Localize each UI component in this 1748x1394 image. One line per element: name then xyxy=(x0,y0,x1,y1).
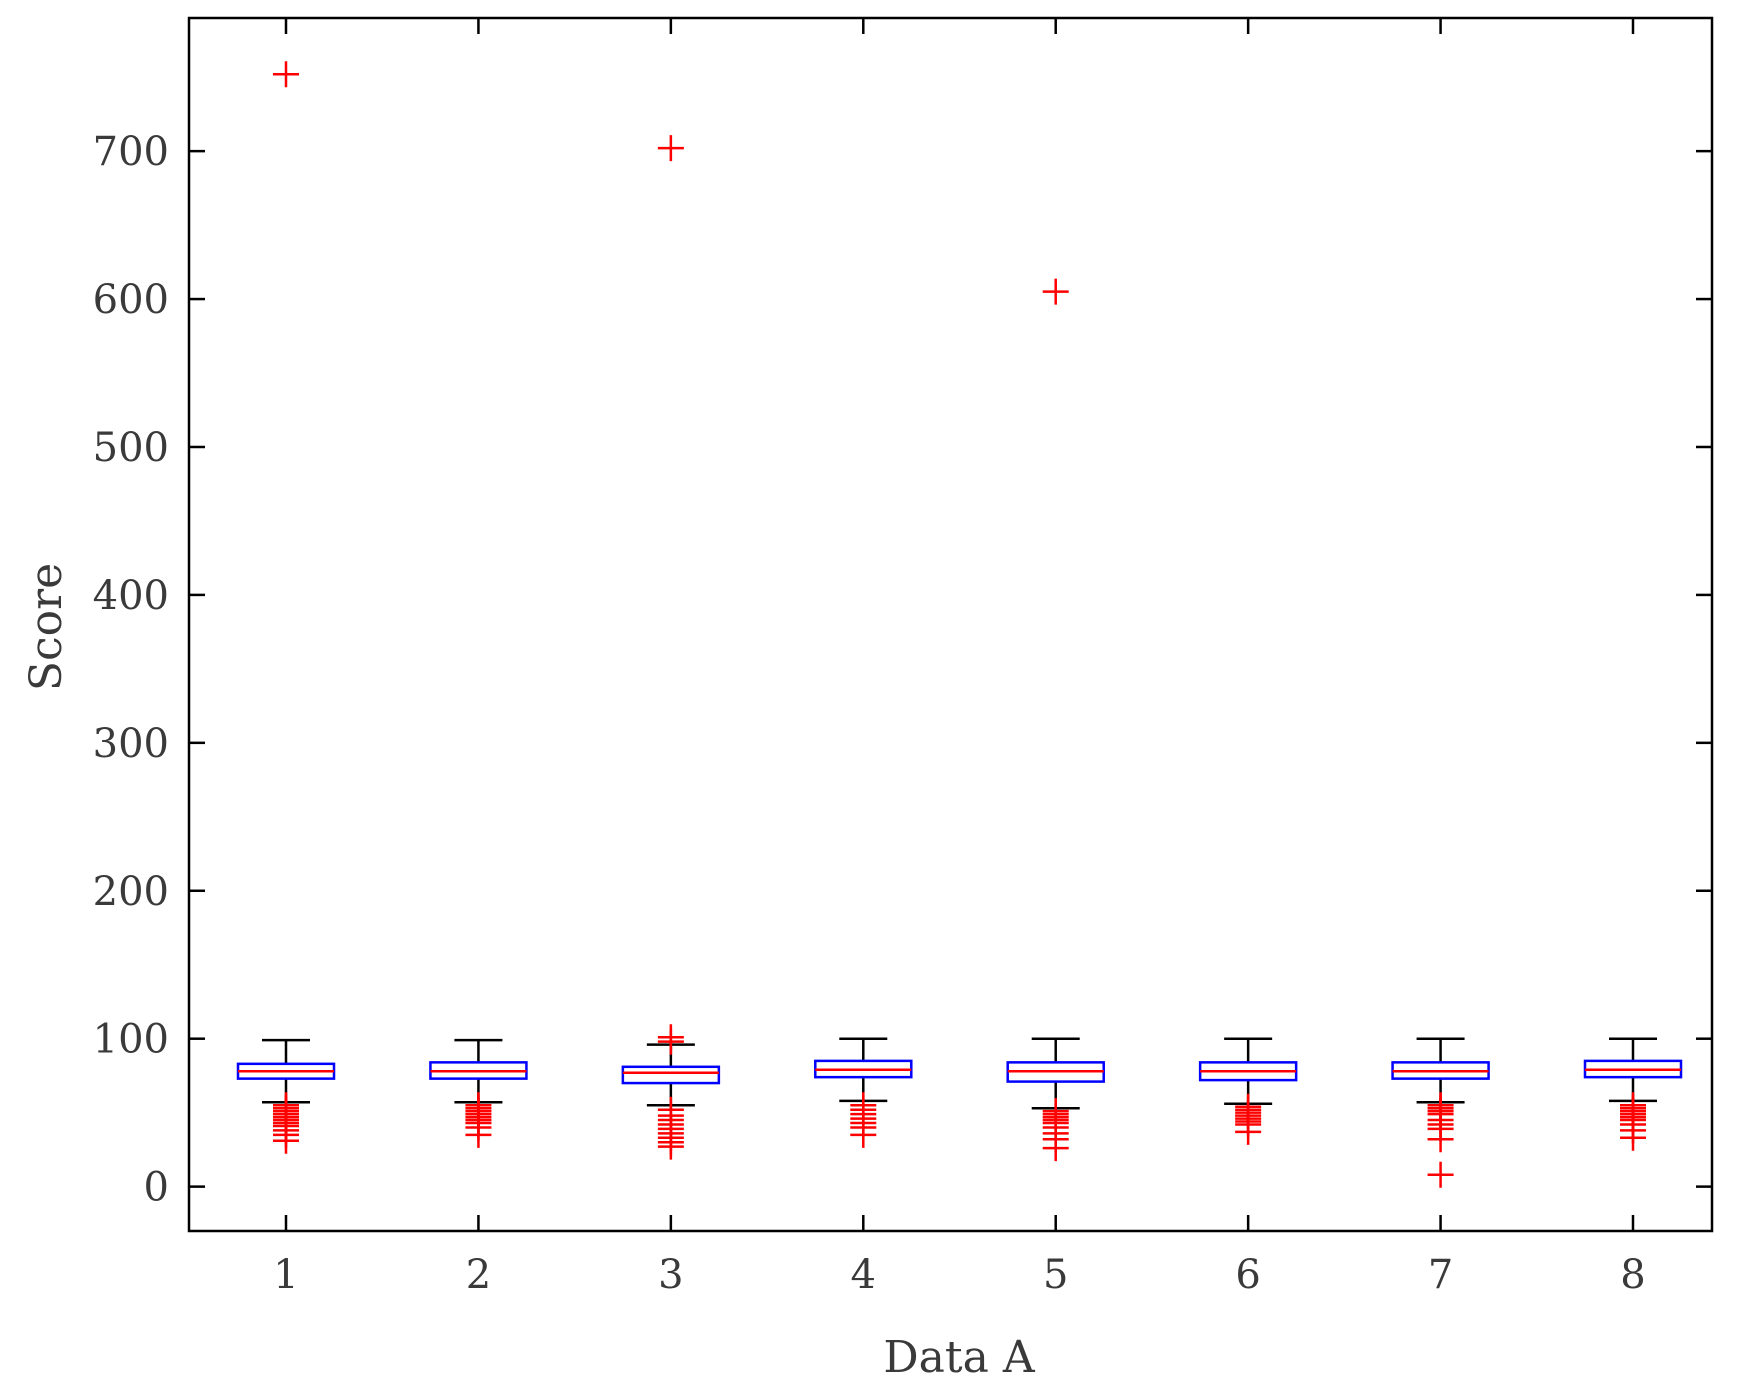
x-tick-label: 7 xyxy=(1428,1252,1453,1298)
plot-area xyxy=(187,16,1714,1233)
x-tick-label: 4 xyxy=(851,1252,876,1298)
outlier-marker xyxy=(273,1127,299,1154)
box-group-4 xyxy=(814,1037,913,1148)
box-group-8 xyxy=(1583,1037,1683,1151)
box-group-3 xyxy=(621,135,721,1160)
box-group-7 xyxy=(1391,1037,1490,1188)
x-tick-label: 2 xyxy=(466,1252,491,1298)
x-tick-label: 6 xyxy=(1235,1252,1260,1298)
y-tick-label: 200 xyxy=(93,869,169,915)
outlier-marker xyxy=(657,1028,684,1055)
box-group-6 xyxy=(1198,1037,1298,1145)
outlier-marker xyxy=(465,1121,492,1148)
y-axis-label: Score xyxy=(21,563,72,691)
outlier-marker xyxy=(1235,1118,1262,1145)
y-tick-label: 700 xyxy=(93,129,169,175)
iqr-box xyxy=(621,1065,721,1085)
y-tick-label: 400 xyxy=(93,573,169,619)
y-tick-label: 100 xyxy=(93,1017,169,1063)
y-tick-label: 600 xyxy=(93,277,169,323)
outlier-marker xyxy=(657,135,684,162)
y-tick-label: 0 xyxy=(144,1165,169,1211)
axis-ticks: 0 100 200 300 400 500 600 700 1 2 3 4 5 6 7 8 xyxy=(93,18,1712,1298)
x-tick-label: 1 xyxy=(273,1252,298,1298)
box-group-2 xyxy=(429,1038,528,1148)
plot-frame xyxy=(187,16,1714,1233)
outlier-marker xyxy=(1620,1124,1646,1151)
y-tick-label: 300 xyxy=(93,721,169,767)
outlier-marker xyxy=(1042,1135,1069,1162)
outlier-marker xyxy=(1427,1126,1454,1153)
outlier-marker xyxy=(273,61,299,88)
x-tick-label: 3 xyxy=(658,1252,683,1298)
outlier-marker xyxy=(657,1133,684,1160)
outlier-marker xyxy=(850,1121,877,1148)
x-axis-label: Data A xyxy=(883,1332,1035,1383)
x-tick-label: 5 xyxy=(1043,1252,1068,1298)
box-group-1 xyxy=(236,61,336,1154)
x-tick-label: 8 xyxy=(1620,1252,1645,1298)
outlier-marker xyxy=(1042,278,1069,305)
outlier-marker xyxy=(1427,1161,1454,1188)
y-tick-label: 500 xyxy=(93,425,169,471)
box-group-5 xyxy=(1006,278,1105,1162)
